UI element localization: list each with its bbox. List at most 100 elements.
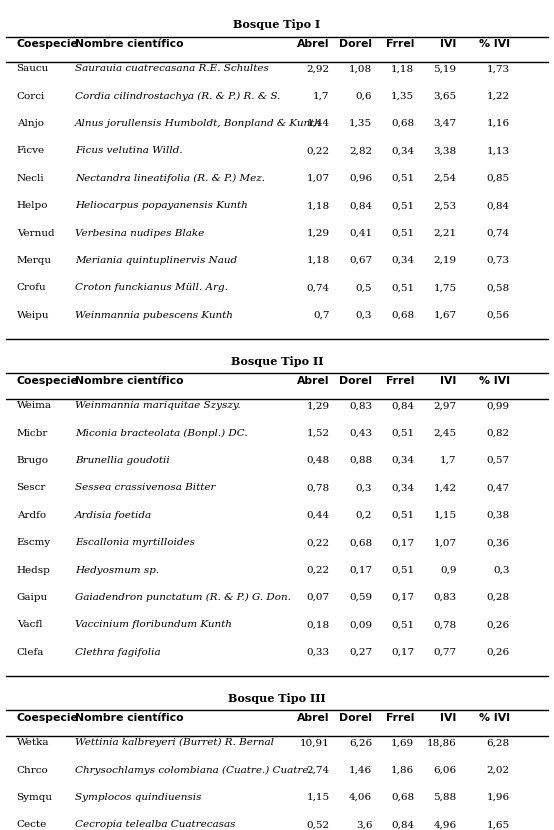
Text: Hedsp: Hedsp xyxy=(17,565,50,574)
Text: Merqu: Merqu xyxy=(17,256,52,265)
Text: 0,68: 0,68 xyxy=(391,793,414,802)
Text: 0,07: 0,07 xyxy=(306,593,330,602)
Text: 0,3: 0,3 xyxy=(493,565,510,574)
Text: 1,7: 1,7 xyxy=(440,456,456,465)
Text: 2,19: 2,19 xyxy=(433,256,456,265)
Text: 0,59: 0,59 xyxy=(349,593,372,602)
Text: 0,36: 0,36 xyxy=(486,538,510,547)
Text: 1,46: 1,46 xyxy=(349,765,372,774)
Text: Cecte: Cecte xyxy=(17,820,47,829)
Text: 2,45: 2,45 xyxy=(433,428,456,437)
Text: 0,41: 0,41 xyxy=(349,228,372,237)
Text: 0,51: 0,51 xyxy=(391,173,414,183)
Text: 0,26: 0,26 xyxy=(486,647,510,657)
Text: Helpo: Helpo xyxy=(17,201,48,210)
Text: 2,74: 2,74 xyxy=(306,765,330,774)
Text: 0,51: 0,51 xyxy=(391,201,414,210)
Text: 1,65: 1,65 xyxy=(486,820,510,829)
Text: 0,88: 0,88 xyxy=(349,456,372,465)
Text: 0,96: 0,96 xyxy=(349,173,372,183)
Text: 0,99: 0,99 xyxy=(486,401,510,410)
Text: 2,54: 2,54 xyxy=(433,173,456,183)
Text: Alnus jorullensis Humboldt, Bonpland & Kunth: Alnus jorullensis Humboldt, Bonpland & K… xyxy=(75,119,322,128)
Text: Frrel: Frrel xyxy=(386,713,414,723)
Text: Coespecie: Coespecie xyxy=(17,376,79,386)
Text: 0,27: 0,27 xyxy=(349,647,372,657)
Text: Croton funckianus Müll. Arg.: Croton funckianus Müll. Arg. xyxy=(75,283,228,292)
Text: 0,84: 0,84 xyxy=(349,201,372,210)
Text: Vernud: Vernud xyxy=(17,228,54,237)
Text: Escmy: Escmy xyxy=(17,538,51,547)
Text: Symqu: Symqu xyxy=(17,793,53,802)
Text: 0,5: 0,5 xyxy=(356,283,372,292)
Text: Ardfo: Ardfo xyxy=(17,510,46,520)
Text: 1,7: 1,7 xyxy=(313,91,330,100)
Text: 0,26: 0,26 xyxy=(486,620,510,629)
Text: 0,43: 0,43 xyxy=(349,428,372,437)
Text: Verbesina nudipes Blake: Verbesina nudipes Blake xyxy=(75,228,204,237)
Text: 0,22: 0,22 xyxy=(306,538,330,547)
Text: 1,52: 1,52 xyxy=(306,428,330,437)
Text: 0,51: 0,51 xyxy=(391,620,414,629)
Text: 0,77: 0,77 xyxy=(433,647,456,657)
Text: 0,58: 0,58 xyxy=(486,283,510,292)
Text: Ardisia foetida: Ardisia foetida xyxy=(75,510,152,520)
Text: 0,33: 0,33 xyxy=(306,647,330,657)
Text: 1,75: 1,75 xyxy=(433,283,456,292)
Text: Brunellia goudotii: Brunellia goudotii xyxy=(75,456,170,465)
Text: 0,74: 0,74 xyxy=(486,228,510,237)
Text: Gaiadendron punctatum (R. & P.) G. Don.: Gaiadendron punctatum (R. & P.) G. Don. xyxy=(75,593,291,602)
Text: IVI: IVI xyxy=(440,376,456,386)
Text: Hedyosmum sp.: Hedyosmum sp. xyxy=(75,565,159,574)
Text: 0,84: 0,84 xyxy=(391,820,414,829)
Text: 0,18: 0,18 xyxy=(306,620,330,629)
Text: 0,17: 0,17 xyxy=(349,565,372,574)
Text: 0,2: 0,2 xyxy=(356,510,372,520)
Text: 18,86: 18,86 xyxy=(427,738,456,747)
Text: 0,48: 0,48 xyxy=(306,456,330,465)
Text: 0,82: 0,82 xyxy=(486,428,510,437)
Text: 0,17: 0,17 xyxy=(391,647,414,657)
Text: Weima: Weima xyxy=(17,401,52,410)
Text: Saucu: Saucu xyxy=(17,65,49,73)
Text: 1,96: 1,96 xyxy=(486,793,510,802)
Text: 0,51: 0,51 xyxy=(391,283,414,292)
Text: 0,73: 0,73 xyxy=(486,256,510,265)
Text: 0,83: 0,83 xyxy=(349,401,372,410)
Text: Bosque Tipo II: Bosque Tipo II xyxy=(231,356,323,367)
Text: 1,18: 1,18 xyxy=(306,256,330,265)
Text: 1,73: 1,73 xyxy=(486,65,510,73)
Text: Vacfl: Vacfl xyxy=(17,620,42,629)
Text: Wetka: Wetka xyxy=(17,738,49,747)
Text: 0,22: 0,22 xyxy=(306,146,330,155)
Text: 1,29: 1,29 xyxy=(306,228,330,237)
Text: 2,53: 2,53 xyxy=(433,201,456,210)
Text: Bosque Tipo III: Bosque Tipo III xyxy=(228,693,326,704)
Text: Nombre científico: Nombre científico xyxy=(75,39,183,49)
Text: 0,28: 0,28 xyxy=(486,593,510,602)
Text: Frrel: Frrel xyxy=(386,39,414,49)
Text: 2,82: 2,82 xyxy=(349,146,372,155)
Text: 1,16: 1,16 xyxy=(486,119,510,128)
Text: Bosque Tipo I: Bosque Tipo I xyxy=(233,19,321,30)
Text: Abrel: Abrel xyxy=(297,713,330,723)
Text: 2,92: 2,92 xyxy=(306,65,330,73)
Text: 0,34: 0,34 xyxy=(391,256,414,265)
Text: 5,88: 5,88 xyxy=(433,793,456,802)
Text: 0,78: 0,78 xyxy=(433,620,456,629)
Text: 6,26: 6,26 xyxy=(349,738,372,747)
Text: Dorel: Dorel xyxy=(339,376,372,386)
Text: 1,44: 1,44 xyxy=(306,119,330,128)
Text: Alnjo: Alnjo xyxy=(17,119,44,128)
Text: % IVI: % IVI xyxy=(479,376,510,386)
Text: 1,22: 1,22 xyxy=(486,91,510,100)
Text: Sessea crassivenosa Bitter: Sessea crassivenosa Bitter xyxy=(75,483,216,492)
Text: 0,68: 0,68 xyxy=(391,119,414,128)
Text: 0,56: 0,56 xyxy=(486,310,510,320)
Text: 0,7: 0,7 xyxy=(313,310,330,320)
Text: 0,52: 0,52 xyxy=(306,820,330,829)
Text: 0,57: 0,57 xyxy=(486,456,510,465)
Text: Brugo: Brugo xyxy=(17,456,49,465)
Text: 0,34: 0,34 xyxy=(391,456,414,465)
Text: 10,91: 10,91 xyxy=(300,738,330,747)
